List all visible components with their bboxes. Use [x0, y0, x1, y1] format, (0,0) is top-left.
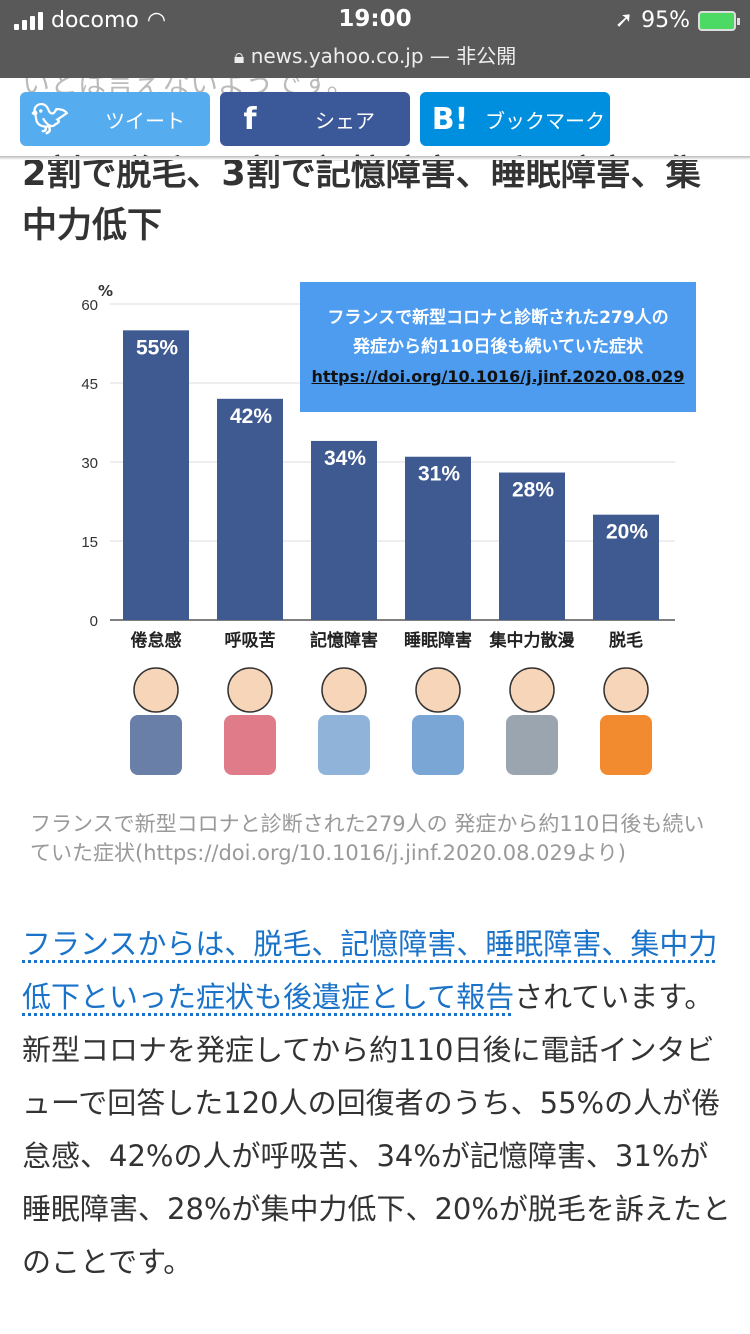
bar	[593, 514, 659, 620]
y-tick-label: 30	[81, 455, 98, 472]
chart-source: https://doi.org/10.1016/j.jinf.2020.08.0…	[311, 367, 685, 386]
data-label: 20%	[606, 521, 648, 544]
chart-note: フランスで新型コロナと診断された279人の 発症から約110日後も続いていた症状…	[300, 282, 696, 412]
facebook-share-button[interactable]: f シェア	[220, 92, 410, 146]
battery-percent: 95%	[641, 8, 690, 33]
person-illustration-icon	[227, 667, 273, 713]
illustration-body-icon	[600, 715, 652, 775]
share-label: シェア	[315, 108, 375, 133]
bar	[311, 440, 377, 620]
data-label: 34%	[324, 447, 366, 470]
illustration-body-icon	[412, 715, 464, 775]
lock-icon: 🔒︎	[233, 44, 245, 68]
bar	[123, 330, 189, 620]
facebook-icon: f	[243, 101, 257, 137]
hatena-icon: B!	[431, 101, 469, 137]
bar	[405, 456, 471, 620]
chart-image: 0 15 30 45 60% 55% 倦怠感 42% 呼吸苦 34% 記憶障害 31% 睡眠障害 28% 集…	[60, 270, 710, 800]
x-tick-label: 集中力散漫	[489, 630, 576, 651]
y-tick-label: 15	[81, 534, 98, 551]
section-title: 2割で脱毛、3割で記憶障害、睡眠障害、集中力低下	[22, 154, 701, 246]
status-bar: docomo ◠ 19:00 ➚ 95% 🔒︎ news.yahoo.co.jp —…	[0, 0, 750, 78]
x-tick-label: 倦怠感	[131, 630, 182, 651]
toolbar-divider	[0, 156, 750, 160]
bar	[217, 398, 283, 620]
signal-icon	[14, 11, 43, 30]
bar-chart: 0 15 30 45 60% 55% 倦怠感 42% 呼吸苦 34% 記憶障害 31% 睡眠障害 28% 集…	[81, 282, 675, 775]
x-tick-label: 睡眠障害	[404, 630, 472, 651]
person-illustration-icon	[509, 667, 555, 713]
x-tick-label: 脱毛	[609, 630, 643, 651]
url-text: news.yahoo.co.jp	[250, 44, 424, 68]
illustration-body-icon	[224, 715, 276, 775]
illustration-body-icon	[318, 715, 370, 775]
chart-title-line1: フランスで新型コロナと診断された279人の	[327, 308, 669, 328]
privacy-label: — 非公開	[429, 44, 517, 68]
data-label: 55%	[136, 336, 178, 359]
hatena-bookmark-button[interactable]: B! ブックマーク	[420, 92, 610, 146]
person-illustration-icon	[133, 667, 179, 713]
article-body: フランスからは、脱毛、記憶障害、睡眠障害、集中力低下といった症状も後遺症として報…	[22, 918, 732, 1289]
address-bar[interactable]: 🔒︎ news.yahoo.co.jp — 非公開	[0, 40, 750, 69]
wifi-icon: ◠	[146, 8, 167, 33]
article-link[interactable]: フランスからは、脱毛、記憶障害、睡眠障害、集中力低下といった症状も後遺症として報…	[22, 927, 718, 1014]
body-text: されています。	[514, 980, 714, 1014]
twitter-icon: 🐦︎	[30, 101, 70, 137]
data-label: 31%	[418, 463, 460, 486]
chart-title-line2: 発症から約110日後も続いていた症状	[353, 337, 643, 357]
x-tick-label: 呼吸苦	[225, 630, 276, 651]
tweet-label: ツイート	[105, 108, 185, 133]
location-icon: ➚	[614, 8, 634, 33]
clock: 19:00	[338, 6, 412, 32]
illustration-body-icon	[506, 715, 558, 775]
x-tick-label: 記憶障害	[310, 630, 378, 651]
person-illustration-icon	[603, 667, 649, 713]
illustration-body-icon	[130, 715, 182, 775]
bookmark-label: ブックマーク	[485, 108, 605, 133]
tweet-button[interactable]: 🐦︎ ツイート	[20, 92, 210, 146]
y-tick-label: 60	[81, 297, 98, 314]
body-paragraph: 新型コロナを発症してから約110日後に電話インタビューで回答した120人の回復者…	[22, 1033, 731, 1279]
data-label: 28%	[512, 479, 554, 502]
y-tick-label: 45	[81, 376, 98, 393]
bar	[499, 472, 565, 620]
data-label: 42%	[230, 405, 272, 428]
y-axis-unit: %	[98, 282, 113, 300]
battery-icon	[698, 10, 740, 31]
y-tick-label: 0	[90, 613, 98, 630]
person-illustration-icon	[415, 667, 461, 713]
person-illustration-icon	[321, 667, 367, 713]
image-caption: フランスで新型コロナと診断された279人の 発症から約110日後も続いていた症状…	[30, 812, 705, 865]
carrier-name: docomo	[51, 8, 139, 33]
